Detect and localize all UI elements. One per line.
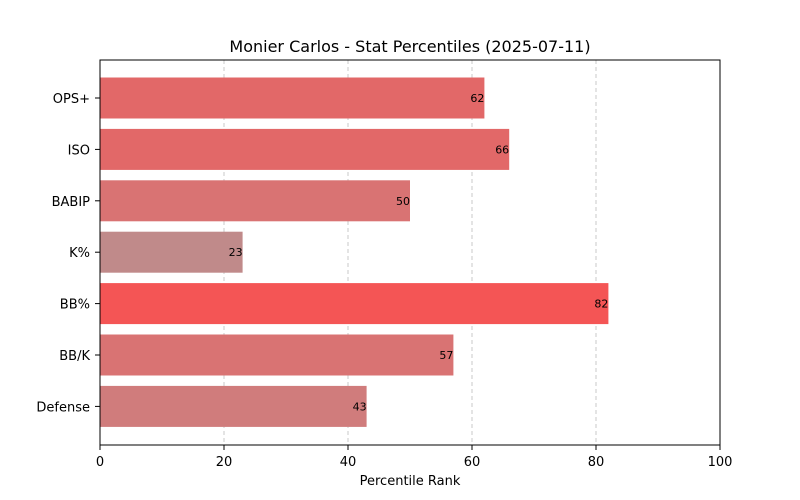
x-tick-label: 40 <box>340 455 357 470</box>
y-tick-label: K% <box>69 246 90 261</box>
bar-iso <box>100 128 510 170</box>
y-tick-label: BB% <box>60 298 90 313</box>
chart-title: Monier Carlos - Stat Percentiles (2025-0… <box>229 37 590 56</box>
y-axis-ticks: OPS+ ISO BABIP K% BB% BB/K Defense <box>36 92 100 415</box>
y-tick-label: Defense <box>36 400 90 415</box>
y-tick-label: ISO <box>68 143 90 158</box>
y-tick-label: OPS+ <box>53 92 90 107</box>
bar-value-label: 57 <box>439 349 453 362</box>
bar-bb-k <box>100 334 454 376</box>
bar-value-label: 50 <box>396 195 410 208</box>
bar-defense <box>100 385 367 427</box>
x-tick-label: 60 <box>464 455 481 470</box>
bar-value-label: 62 <box>470 92 484 105</box>
y-tick-label: BABIP <box>52 195 91 210</box>
bar-value-label: 23 <box>229 246 243 259</box>
bar-value-label: 43 <box>353 400 367 413</box>
x-tick-label: 100 <box>708 455 733 470</box>
bar-value-label: 82 <box>594 298 608 311</box>
bar-value-label: 66 <box>495 143 509 156</box>
x-tick-label: 80 <box>588 455 605 470</box>
x-axis-label: Percentile Rank <box>360 474 461 489</box>
x-tick-label: 20 <box>216 455 233 470</box>
bar-data-labels: 62 66 50 23 82 57 43 <box>229 92 609 413</box>
x-axis-ticks: 0 20 40 60 80 100 <box>96 445 733 470</box>
bar-bb <box>100 283 609 325</box>
bar-babip <box>100 180 410 222</box>
bar-ops <box>100 77 485 119</box>
bar-k <box>100 231 243 273</box>
x-tick-label: 0 <box>96 455 104 470</box>
bars <box>100 77 609 427</box>
y-tick-label: BB/K <box>59 349 90 364</box>
